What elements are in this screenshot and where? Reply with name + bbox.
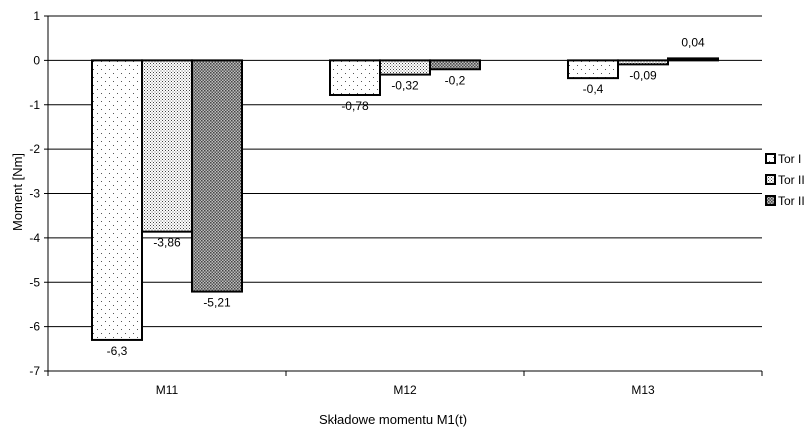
axes: 1 0 -1 -2 -3 -4 -5 -6 -7 M11 M12 M13 [29,9,763,397]
legend: Tor I Tor II Tor III [764,151,805,228]
y-tick-label: -1 [29,98,40,112]
legend-swatch [765,174,776,185]
data-label: -0,4 [583,82,604,96]
bar [379,59,431,76]
bars [91,57,719,341]
legend-label: Tor III [778,194,805,208]
y-tick-label: -2 [29,142,40,156]
data-labels: -6,3 -0,78 -0,4 -3,86 -0,32 -0,09 -5,21 -0,2 0,0… [107,35,705,358]
data-label: -0,09 [629,68,657,82]
y-tick-label: -4 [29,231,40,245]
y-tick-label: 1 [33,9,40,23]
bar [667,57,719,62]
legend-swatch [765,195,776,206]
bar [91,59,143,341]
y-tick-label: -5 [29,275,40,289]
bar [429,59,481,71]
y-tick-label: 0 [33,53,40,67]
bar [141,59,193,233]
bar [329,59,381,96]
bar [617,59,669,66]
legend-label: Tor II [778,173,805,187]
data-label: -5,21 [203,296,231,310]
data-label: -0,2 [445,73,466,87]
data-label: -0,78 [341,99,369,113]
data-label: -0,32 [391,79,419,93]
y-tick-label: -7 [29,364,40,378]
x-tick-label: M12 [393,383,417,397]
x-tick-label: M11 [156,383,179,397]
y-tick-label: -6 [29,320,40,334]
bar [191,59,243,293]
data-label: -6,3 [107,344,128,358]
x-tick-label: M13 [631,383,655,397]
x-axis-title: Składowe momentu M1(t) [319,412,467,427]
data-label: -3,86 [153,236,181,250]
legend-swatch [765,153,776,164]
legend-label: Tor I [778,152,801,166]
data-label: 0,04 [681,35,705,49]
y-tick-label: -3 [29,187,40,201]
y-axis-title: Moment [Nm] [10,153,25,231]
bar [567,59,619,80]
